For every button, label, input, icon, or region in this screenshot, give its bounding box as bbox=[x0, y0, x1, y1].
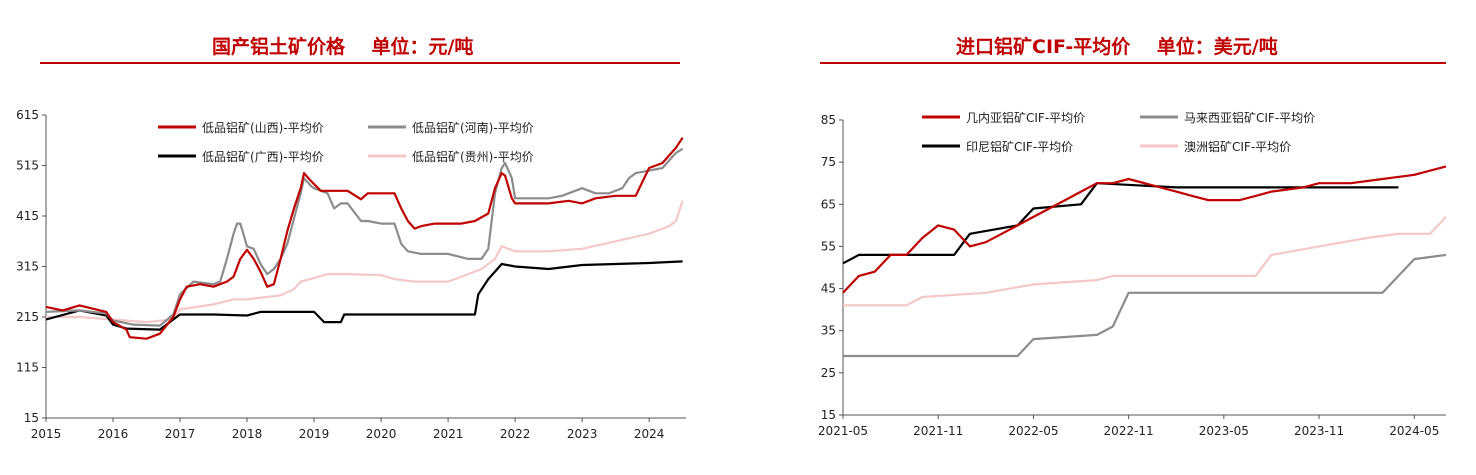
series-line-2 bbox=[843, 253, 1447, 358]
legend-label-1: 低品铝矿(山西)-平均价 bbox=[202, 120, 324, 135]
y-tick-label: 615 bbox=[16, 108, 39, 122]
legend-label-3: 低品铝矿(广西)-平均价 bbox=[202, 149, 324, 164]
y-tick-label: 315 bbox=[16, 260, 39, 274]
legend-label-4: 低品铝矿(贵州)-平均价 bbox=[412, 149, 534, 164]
legend-label-2: 马来西亚铝矿CIF-平均价 bbox=[1184, 110, 1315, 125]
y-tick-label: 75 bbox=[821, 155, 836, 169]
x-tick-label: 2023-05 bbox=[1199, 424, 1249, 438]
series-line-4 bbox=[46, 200, 684, 324]
y-tick-label: 65 bbox=[821, 197, 836, 211]
y-tick-label: 115 bbox=[16, 361, 39, 375]
x-tick-label: 2021-11 bbox=[913, 424, 963, 438]
plot-area bbox=[843, 120, 1446, 415]
x-tick-label: 2021-05 bbox=[818, 424, 868, 438]
y-tick-label: 45 bbox=[821, 282, 836, 296]
y-tick-label: 215 bbox=[16, 310, 39, 324]
x-tick-label: 2017 bbox=[165, 427, 196, 441]
left-chart-title: 国产铝土矿价格 单位：元/吨 bbox=[212, 36, 474, 58]
series-line-4 bbox=[843, 216, 1447, 307]
series-line-1 bbox=[842, 165, 1447, 294]
x-tick-label: 2020 bbox=[366, 427, 397, 441]
x-tick-label: 2023-11 bbox=[1294, 424, 1344, 438]
x-tick-label: 2018 bbox=[232, 427, 263, 441]
right-chart-title: 进口铝矿CIF-平均价 单位：美元/吨 bbox=[956, 36, 1278, 58]
series-line-1 bbox=[45, 137, 684, 340]
x-tick-label: 2023 bbox=[567, 427, 598, 441]
left-title-rule bbox=[40, 62, 680, 64]
x-tick-label: 2016 bbox=[98, 427, 129, 441]
x-tick-label: 2024 bbox=[634, 427, 665, 441]
y-tick-label: 515 bbox=[16, 159, 39, 173]
x-tick-label: 2022 bbox=[500, 427, 531, 441]
legend-label-2: 低品铝矿(河南)-平均价 bbox=[412, 120, 534, 135]
series-line-3 bbox=[842, 182, 1399, 265]
y-tick-label: 85 bbox=[821, 113, 836, 127]
y-tick-label: 415 bbox=[16, 209, 39, 223]
x-tick-label: 2022-11 bbox=[1104, 424, 1154, 438]
x-tick-label: 2024-05 bbox=[1389, 424, 1439, 438]
x-tick-label: 2015 bbox=[31, 427, 62, 441]
x-tick-label: 2022-05 bbox=[1008, 424, 1058, 438]
legend-label-1: 几内亚铝矿CIF-平均价 bbox=[966, 110, 1085, 125]
y-tick-label: 35 bbox=[821, 324, 836, 338]
y-tick-label: 25 bbox=[821, 366, 836, 380]
series-line-2 bbox=[45, 147, 684, 327]
y-tick-label: 55 bbox=[821, 239, 836, 253]
x-tick-label: 2019 bbox=[299, 427, 330, 441]
series-line-3 bbox=[45, 260, 683, 331]
y-tick-label: 15 bbox=[24, 411, 39, 425]
domestic-bauxite-chart: 15 115 215 315 415 515 615 2015 2016 2017 2018 2019… bbox=[16, 108, 686, 441]
right-title-rule bbox=[820, 62, 1446, 64]
x-tick-label: 2021 bbox=[433, 427, 464, 441]
plot-area bbox=[46, 115, 686, 418]
y-tick-label: 15 bbox=[821, 408, 836, 422]
imported-bauxite-chart: 15 25 35 45 55 65 75 85 2021-05 2021-11 2022-05 202… bbox=[818, 110, 1447, 438]
legend-label-4: 澳洲铝矿CIF-平均价 bbox=[1184, 139, 1291, 154]
legend-label-3: 印尼铝矿CIF-平均价 bbox=[966, 139, 1073, 154]
